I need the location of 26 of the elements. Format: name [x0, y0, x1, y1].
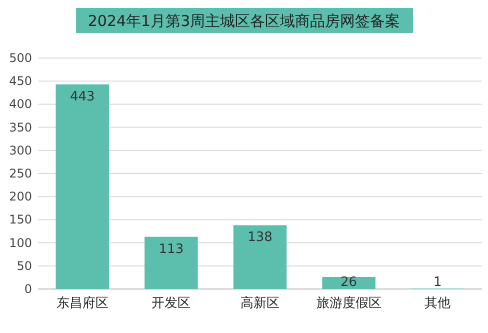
- x-tick-label: 旅游度假区: [316, 295, 382, 311]
- bar: [233, 225, 287, 289]
- bar: [56, 84, 110, 289]
- y-tick-label: 450: [9, 74, 32, 88]
- y-tick-label: 500: [9, 51, 32, 65]
- data-label: 26: [340, 275, 358, 290]
- data-label: 113: [158, 242, 184, 257]
- y-tick-label: 300: [9, 143, 32, 158]
- y-tick-label: 50: [16, 258, 32, 273]
- y-tick-label: 400: [9, 97, 32, 112]
- bar: [144, 236, 198, 289]
- x-tick-label: 高新区: [240, 295, 280, 311]
- y-tick-label: 250: [9, 166, 32, 180]
- y-tick-label: 200: [9, 190, 32, 204]
- x-tick-label: 东昌府区: [56, 295, 108, 311]
- chart-title: 2024年1月第3周主城区各区域商品房网签备案: [88, 12, 400, 30]
- y-tick-label: 350: [9, 120, 32, 134]
- y-tick-label: 100: [9, 236, 32, 250]
- data-label: 138: [248, 230, 272, 246]
- data-label: 1: [433, 275, 442, 290]
- x-tick-label: 开发区: [152, 296, 191, 311]
- y-tick-label: 150: [9, 212, 32, 227]
- bar: [322, 276, 376, 289]
- data-label: 443: [70, 89, 95, 104]
- x-tick-label: 其他: [424, 296, 451, 311]
- y-tick-label: 0: [24, 282, 32, 296]
